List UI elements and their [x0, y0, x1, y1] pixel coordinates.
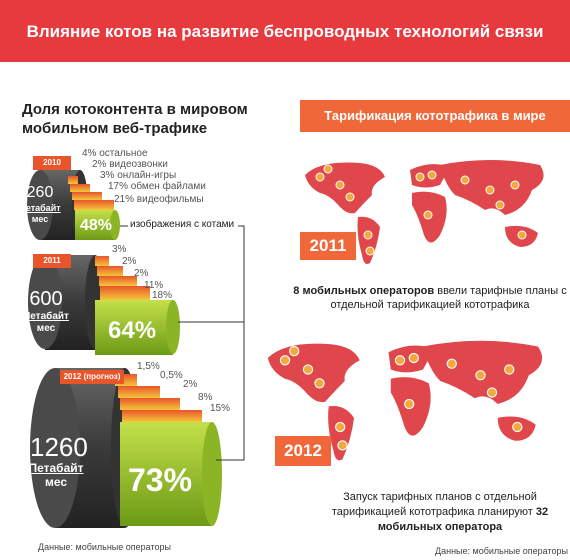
caption-text: Запуск тарифных планов с отдельной тариф… [331, 491, 537, 518]
map-caption: 8 мобильных операторов ввели тарифные пл… [290, 284, 570, 312]
segment-label: 2% [134, 268, 149, 279]
main-share: 48% [80, 217, 113, 234]
segment-label: 4% остальное [82, 148, 148, 159]
segment-label: 15% [210, 403, 231, 414]
title-bar [0, 0, 570, 62]
main-share: 64% [108, 317, 157, 344]
segment-label: 2% [122, 256, 137, 267]
segment-label: 3% [112, 244, 127, 255]
unit: Петабайт [28, 461, 84, 475]
map-year: 2012 [284, 441, 322, 460]
caption-bold: 8 мобильных операторов [293, 285, 435, 297]
caption-bold: 32 мобильных оператора [377, 506, 549, 533]
segment-label: 2% [183, 379, 198, 390]
volume: 1260 [30, 432, 88, 462]
map-caption: Запуск тарифных планов с отдельной тариф… [320, 490, 560, 535]
year-badge: 2012 (прогноз) [63, 372, 121, 381]
left-heading: Доля котоконтента в мировом мобильном ве… [22, 101, 248, 137]
segment-label: 3% онлайн-игры [100, 170, 177, 181]
source: Данные: мобильные операторы [435, 546, 568, 556]
unit: Петабайт [23, 311, 69, 322]
right-heading: Тарификация кототрафика в мире [324, 108, 546, 123]
unit-period: мес [31, 214, 49, 224]
segment-label: 21% видеофильмы [114, 194, 204, 205]
segment-label: 2% видеозвонки [92, 159, 168, 170]
year-badge: 2011 [43, 256, 61, 265]
source: Данные: мобильные операторы [38, 542, 171, 552]
segment-label: 0,5% [160, 370, 183, 381]
segment-label: 1,5% [137, 361, 160, 372]
map-year: 2011 [309, 236, 347, 255]
category-label: изображения с котами [130, 219, 235, 230]
segment-label: 8% [198, 392, 213, 403]
volume: 260 [26, 184, 54, 201]
segment-label: 17% обмен файлами [108, 181, 206, 192]
volume: 600 [29, 288, 63, 310]
segment-label: 18% [152, 290, 173, 301]
main-share: 73% [128, 462, 193, 498]
unit-period: мес [44, 475, 68, 489]
unit-period: мес [36, 323, 56, 334]
year-badge: 2010 [43, 158, 61, 167]
caption-text: ввели тарифные планы с отдельной тарифик… [330, 285, 567, 311]
unit: Петабайт [19, 203, 61, 213]
title: Влияние котов на развитие беспроводных т… [26, 22, 544, 41]
segment-label: 11% [144, 280, 164, 291]
